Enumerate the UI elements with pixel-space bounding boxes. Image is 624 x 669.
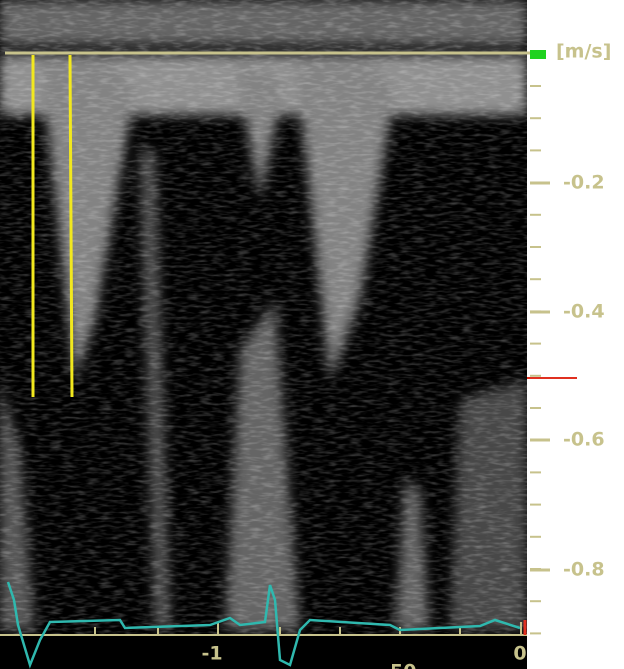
ecg-trace	[6, 581, 521, 669]
y-tick-label: -0.4	[563, 301, 605, 323]
unit-label: [m/s]	[556, 41, 611, 63]
baseline-marker	[530, 50, 546, 59]
sweep-speed-label: 50	[390, 661, 416, 669]
spectrum	[0, 0, 527, 635]
time-ticks	[94, 622, 522, 635]
x-tick-label: 0	[513, 643, 526, 665]
y-tick-label: -0.8	[563, 559, 605, 581]
caliper-line	[68, 54, 74, 398]
x-tick-label: -1	[201, 643, 222, 665]
y-tick-label: -0.2	[563, 172, 605, 194]
minor-ticks	[530, 85, 541, 635]
time-axis-bg	[0, 635, 527, 669]
major-ticks	[530, 181, 550, 572]
y-tick-label: -0.6	[563, 429, 605, 451]
